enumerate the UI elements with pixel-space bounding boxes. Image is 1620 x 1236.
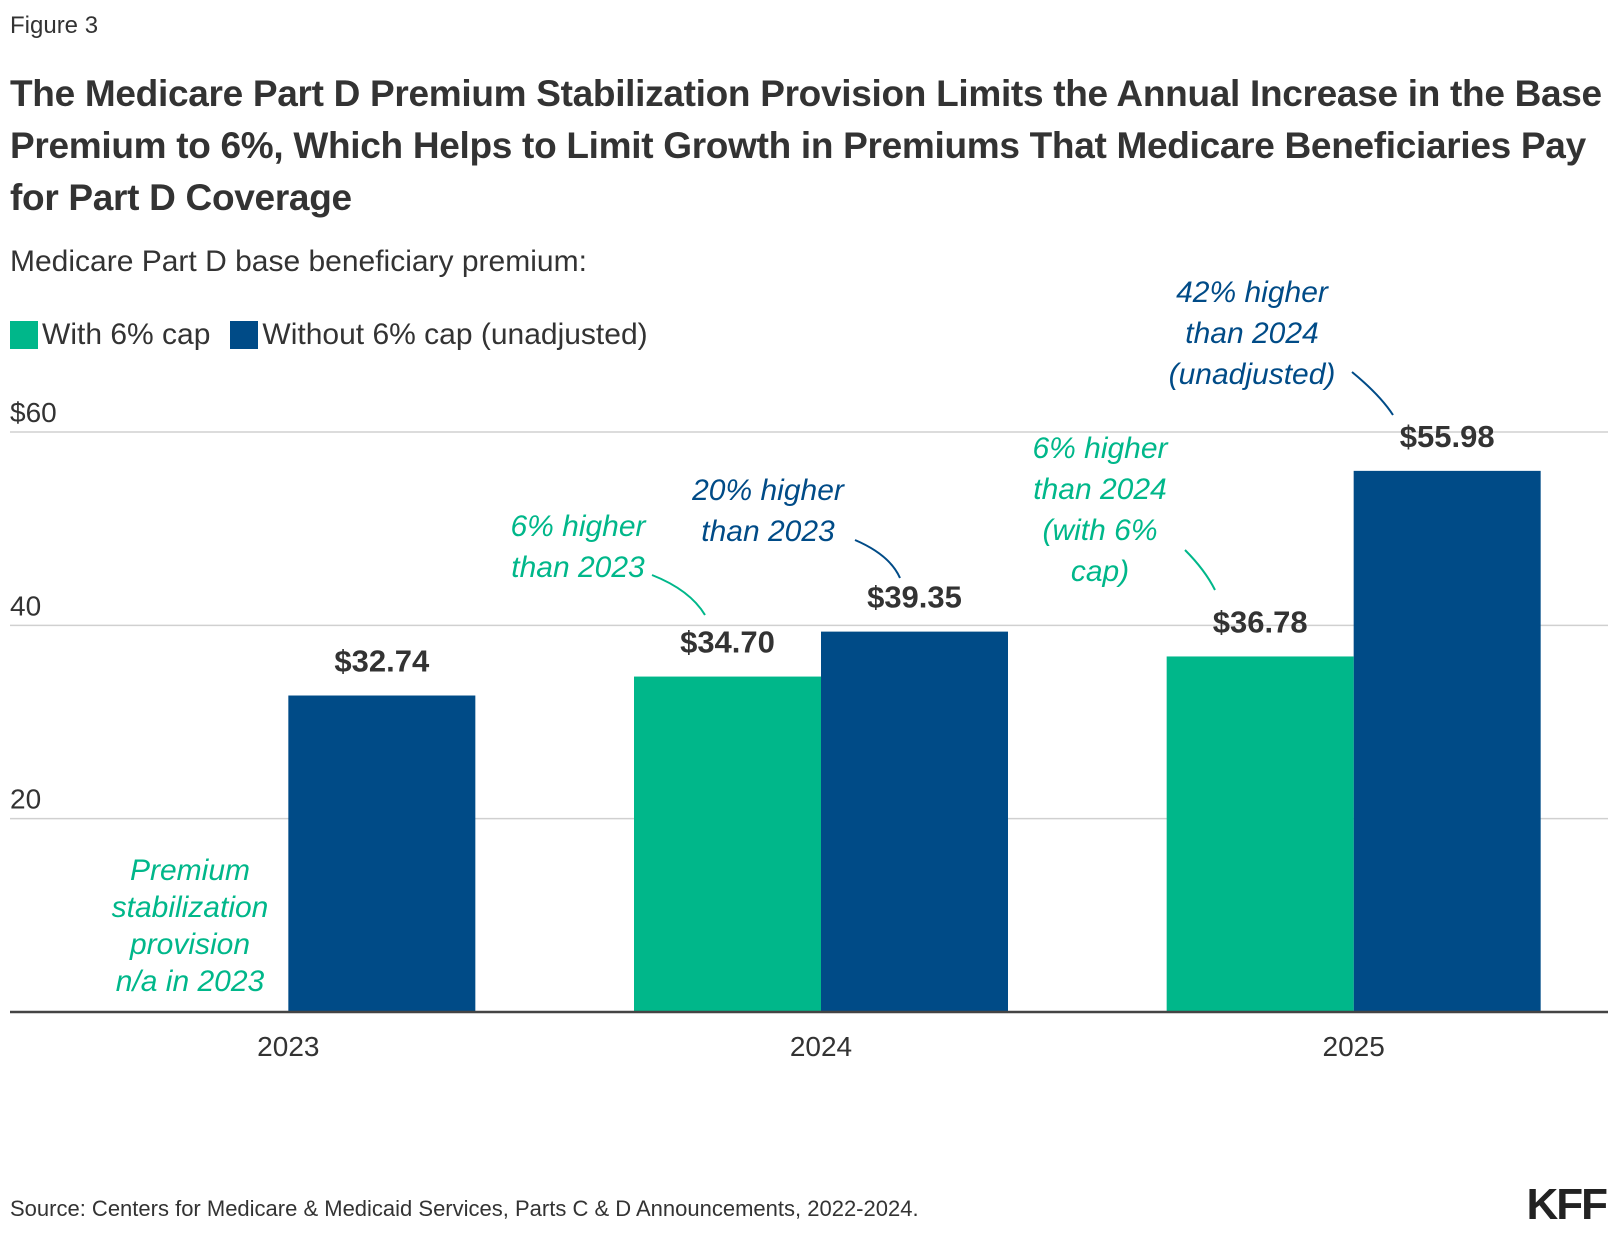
y-tick-label: $60 (10, 397, 57, 428)
annotation: 42% higher than 2024 (unadjusted) (1169, 276, 1336, 391)
y-tick-label: 40 (10, 590, 41, 621)
value-label: $32.74 (334, 644, 430, 679)
kff-logo: KFF (1526, 1180, 1608, 1229)
annotation-line: 42% higher (1176, 276, 1329, 309)
legend-label-with-cap: With 6% cap (42, 318, 211, 351)
bar-with-cap-2024 (634, 676, 821, 1012)
annotation-line: 6% higher (1032, 432, 1168, 465)
annotation-line: 20% higher (691, 474, 845, 507)
legend-label-without-cap: Without 6% cap (unadjusted) (262, 318, 648, 351)
annotation-connector (651, 574, 706, 616)
legend: With 6% cap Without 6% cap (unadjusted) (10, 318, 668, 352)
value-label: $36.78 (1213, 604, 1308, 639)
value-label: $55.98 (1400, 419, 1495, 454)
bar-without-cap-2023 (288, 695, 476, 1012)
chart-title: The Medicare Part D Premium Stabilizatio… (10, 73, 1602, 218)
value-label: $39.35 (867, 580, 962, 615)
annotation-line: than 2024 (1033, 473, 1166, 506)
legend-swatch-with-cap (10, 321, 38, 349)
annotation: 6% higher than 2024 (with 6% cap) (1032, 432, 1168, 588)
annotation-line: provision (129, 928, 250, 961)
bar-without-cap-2024 (821, 631, 1008, 1012)
annotation: 6% higher than 2023 (510, 510, 646, 584)
annotation-line: (unadjusted) (1169, 358, 1336, 391)
annotation-line: 6% higher (510, 510, 646, 543)
source-note: Source: Centers for Medicare & Medicaid … (10, 1196, 919, 1221)
annotation-connector (854, 539, 901, 579)
annotation-line: than 2023 (511, 551, 645, 584)
y-tick-label: 20 (10, 784, 41, 815)
chart-subtitle: Medicare Part D base beneficiary premium… (10, 245, 587, 278)
legend-item-with-cap: With 6% cap (10, 318, 210, 352)
annotation-line: than 2023 (701, 515, 835, 548)
annotation-line: cap) (1071, 555, 1129, 588)
x-tick-label: 2023 (257, 1031, 319, 1062)
figure-label: Figure 3 (10, 12, 99, 39)
legend-swatch-without-cap (230, 321, 259, 349)
bar-with-cap-2025 (1166, 656, 1354, 1012)
annotation-line: stabilization (112, 891, 269, 924)
annotation-line: (with 6% (1042, 514, 1157, 547)
value-label: $34.70 (680, 625, 775, 660)
legend-item-without-cap: Without 6% cap (unadjusted) (230, 318, 648, 352)
bar-without-cap-2025 (1353, 470, 1541, 1012)
annotation-line: Premium (130, 854, 250, 887)
annotation-line: than 2024 (1185, 317, 1318, 350)
annotation: 20% higher than 2023 (691, 474, 845, 548)
annotation-line: n/a in 2023 (116, 965, 265, 998)
x-tick-label: 2025 (1323, 1031, 1385, 1062)
annotation-connector (1184, 549, 1216, 591)
x-tick-label: 2024 (790, 1031, 852, 1062)
annotation-connector (1351, 371, 1394, 416)
annotation: Premium stabilization provision n/a in 2023 (112, 854, 269, 998)
